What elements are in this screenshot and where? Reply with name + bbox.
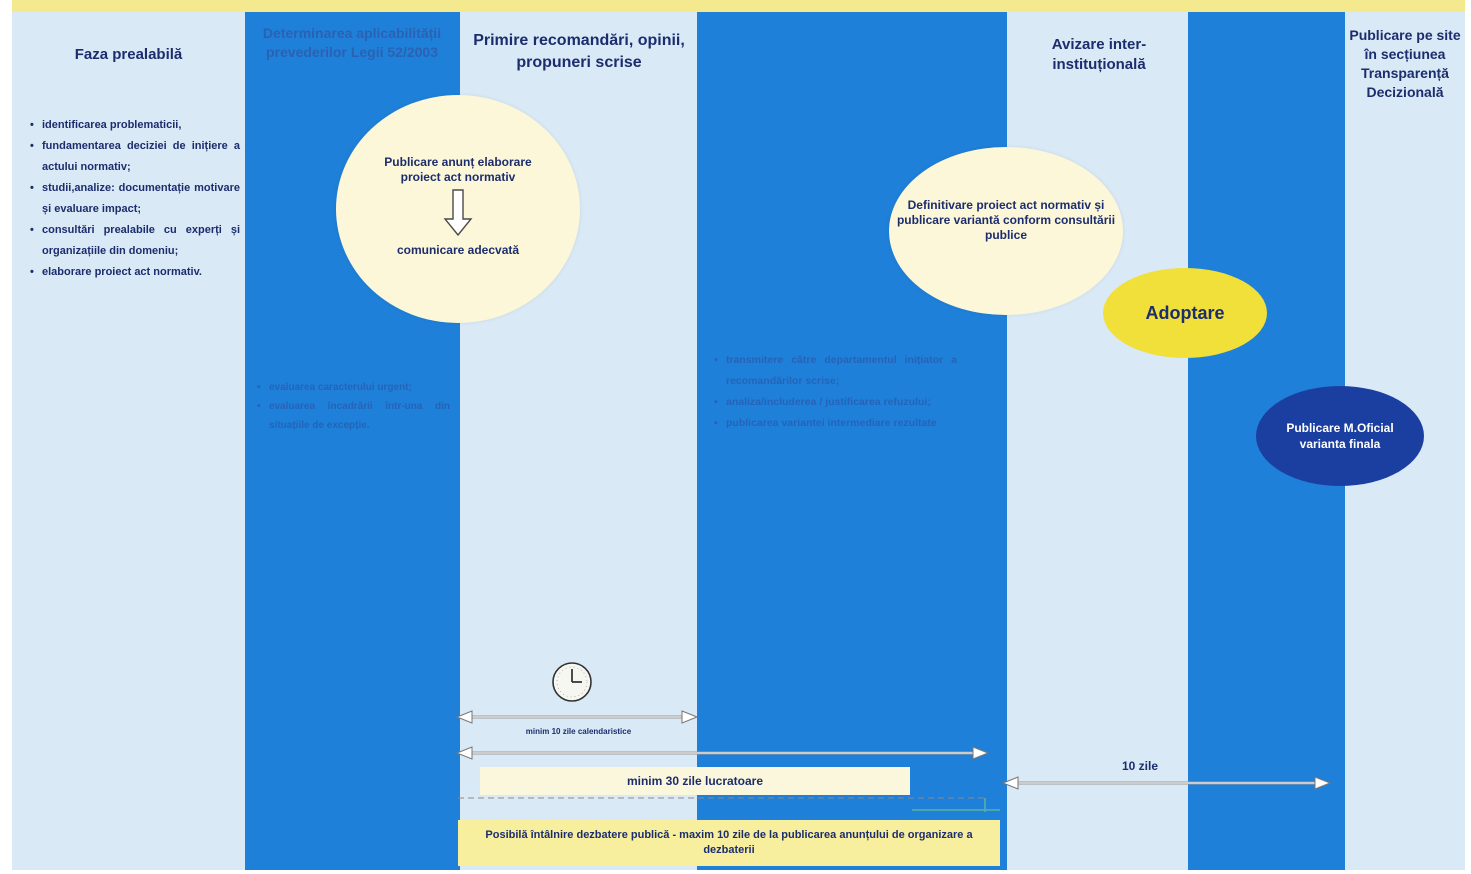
phase3-title: Primire recomandări, opinii, propuneri s… (473, 32, 685, 71)
publicare-oficial-label: Publicare M.Oficial varianta finala (1286, 421, 1394, 451)
minim-30-zile-label: minim 30 zile lucratoare (626, 774, 764, 788)
column-analiza-recomandari (697, 12, 1007, 870)
zece-zile-label: 10 zile (1121, 759, 1159, 773)
list-item: analiza/includerea / justificarea refuzu… (712, 392, 957, 413)
phase2-title: Determinarea aplicabilității prevederilo… (262, 25, 442, 60)
publicare-oficial-ellipse: Publicare M.Oficial varianta finala (1256, 386, 1424, 486)
phase4-bullet-list: transmitere către departamentul inițiato… (712, 350, 957, 434)
adoptare-ellipse: Adoptare (1103, 268, 1267, 358)
phase2-bullet-list: evaluarea caracterului urgent; evaluarea… (255, 378, 450, 435)
list-item: studii,analize: documentație motivare și… (28, 178, 240, 220)
list-item: consultări prealabile cu experți și orga… (28, 220, 240, 262)
list-item: identificarea problematicii, (28, 115, 240, 136)
minim-10-zile-label: minim 10 zile calendaristice (525, 727, 632, 736)
list-item: transmitere către departamentul inițiato… (712, 350, 957, 392)
list-item: evaluarea caracterului urgent; (255, 378, 450, 397)
phase7-title: Publicare pe site în secțiunea Transpare… (1349, 27, 1461, 100)
definitivare-circle: Definitivare proiect act normativ și pub… (889, 147, 1123, 315)
dezbatere-publica-box: Posibilă întâlnire dezbatere publică - m… (458, 820, 1000, 866)
minim-30-zile-box: minim 30 zile lucratoare (480, 767, 910, 795)
adoptare-label: Adoptare (1145, 302, 1225, 323)
column-avizare (1007, 12, 1188, 870)
publicare-anunt-text: Publicare anunț elaborare proiect act no… (384, 154, 532, 184)
list-item: elaborare proiect act normativ. (28, 262, 240, 283)
phase1-title: Faza prealabilă (74, 46, 183, 63)
list-item: evaluarea încadrării într-una din situaț… (255, 397, 450, 435)
dezbatere-publica-text: Posibilă întâlnire dezbatere publică - m… (485, 829, 973, 856)
list-item: fundamentarea deciziei de inițiere a act… (28, 136, 240, 178)
top-band (12, 0, 1465, 12)
comunicare-adecvata-text: comunicare adecvată (396, 242, 520, 257)
phase1-bullet-list: identificarea problematicii, fundamentar… (28, 115, 240, 283)
down-arrow-icon (443, 188, 473, 236)
publicare-anunt-circle: Publicare anunț elaborare proiect act no… (336, 95, 580, 323)
list-item: publicarea variantei intermediare rezult… (712, 413, 957, 434)
phase5-title: Avizare inter-instituțională (1051, 36, 1147, 73)
definitivare-text: Definitivare proiect act normativ și pub… (896, 197, 1116, 242)
